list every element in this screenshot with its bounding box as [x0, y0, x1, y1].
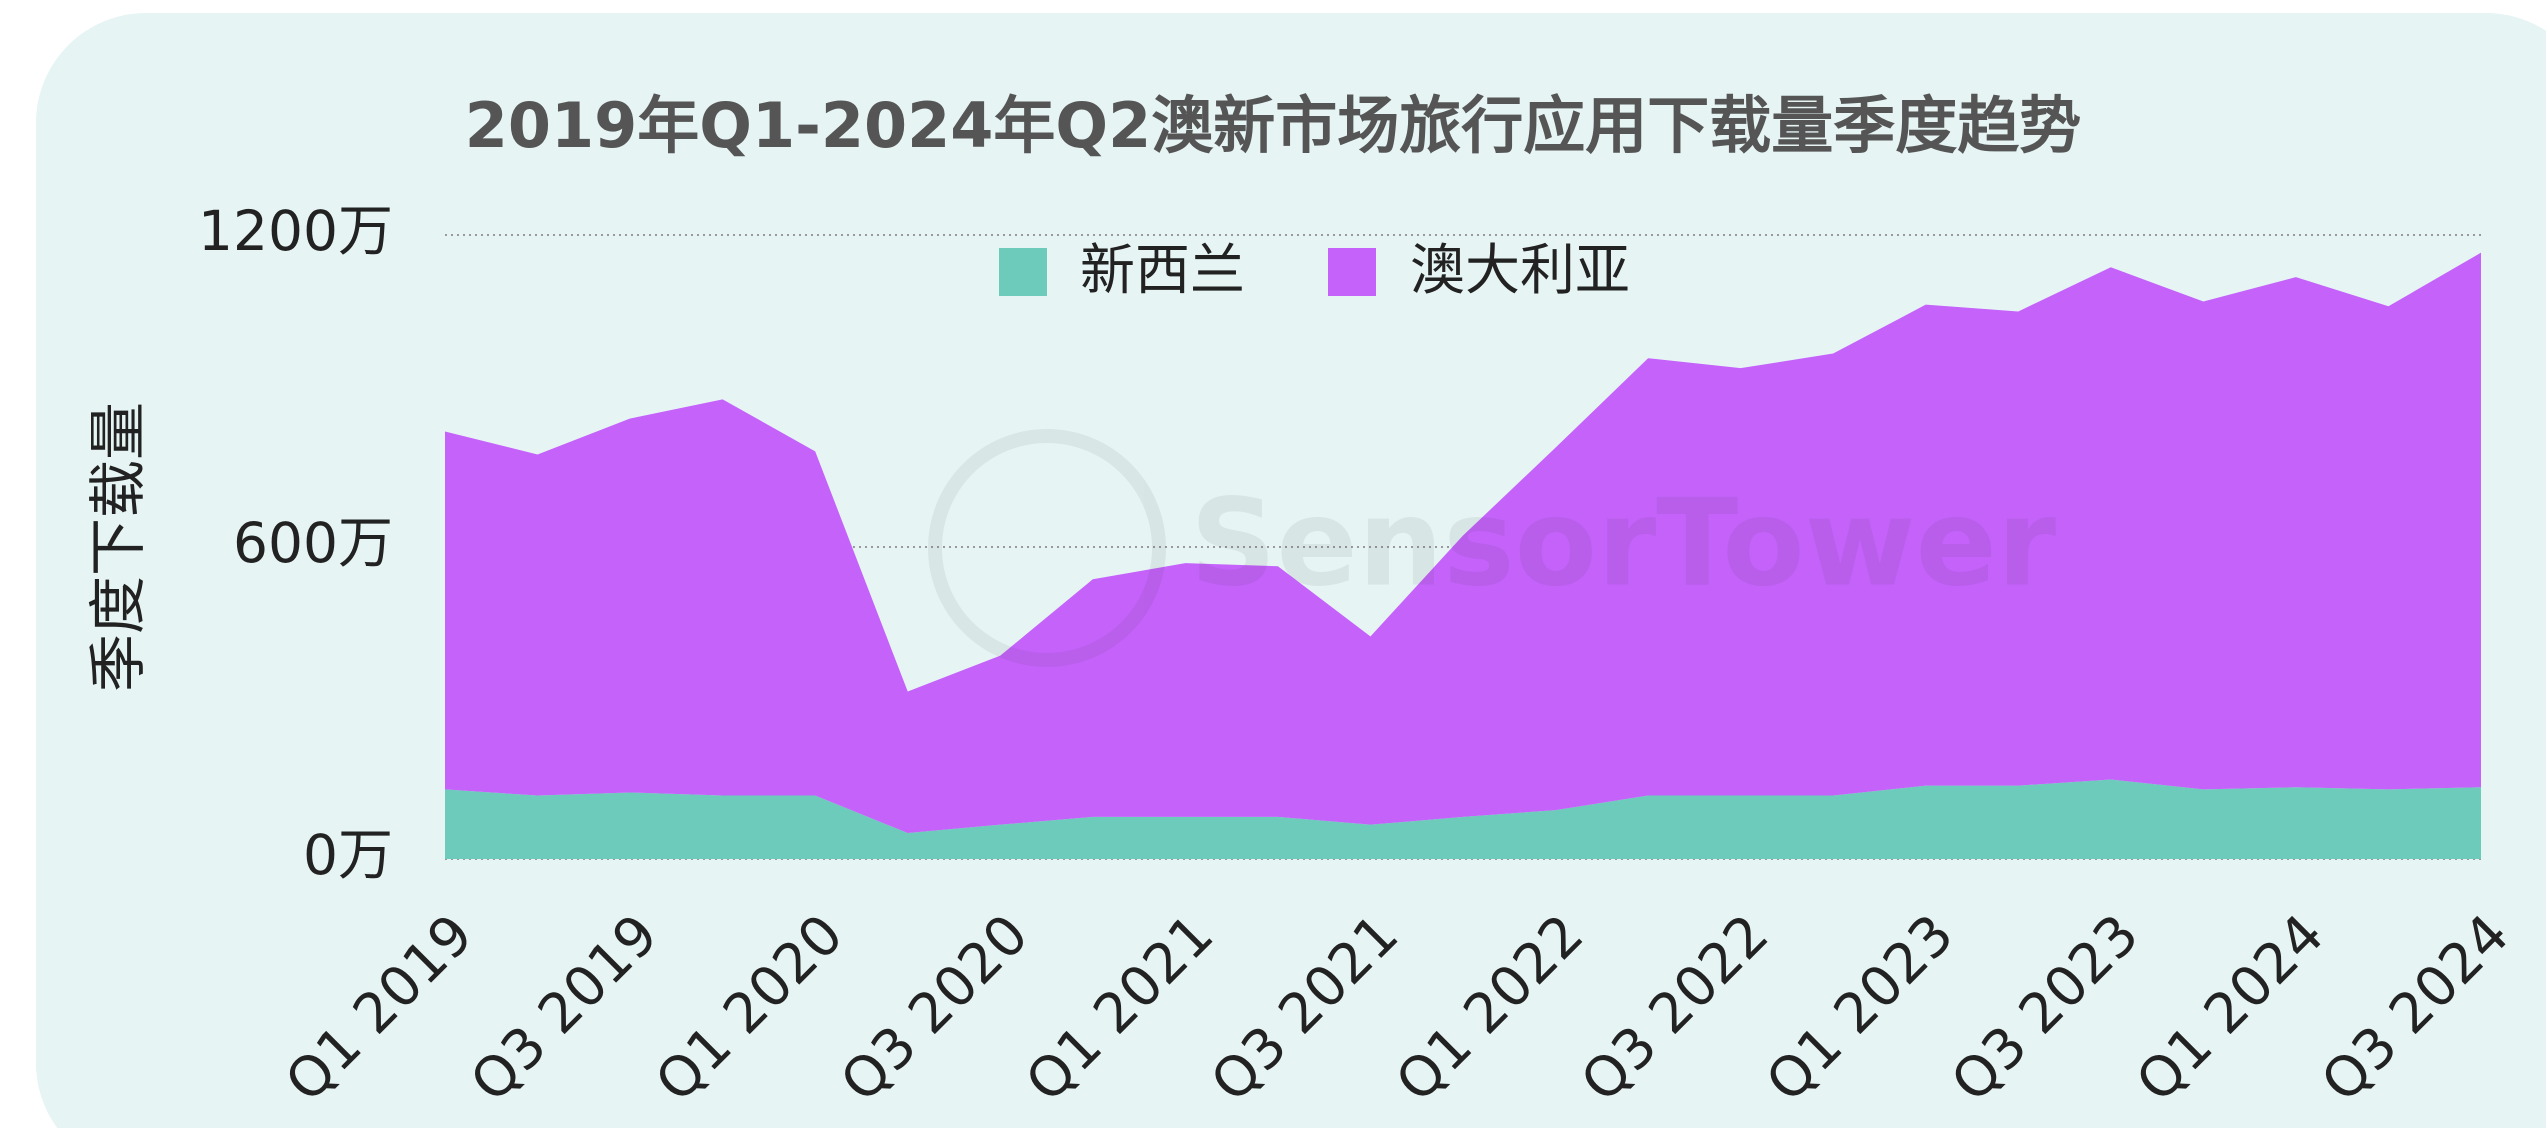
area [445, 252, 2481, 833]
legend-swatch [1328, 248, 1376, 296]
y-axis-label: 季度下载量 [84, 402, 152, 692]
legend-label: 新西兰 [1080, 238, 1245, 302]
watermark-icon [928, 429, 1166, 667]
chart-title: 2019年Q1-2024年Q2澳新市场旅行应用下载量季度趋势 [465, 89, 2082, 162]
y-tick-label: 1200万 [198, 199, 393, 263]
legend-swatch [999, 248, 1047, 296]
legend-label: 澳大利亚 [1410, 238, 1630, 302]
y-tick-label: 600万 [233, 511, 393, 575]
area [445, 779, 2481, 859]
y-tick-label: 0万 [303, 823, 393, 887]
watermark: SensorTower [928, 429, 2056, 667]
watermark-text: SensorTower [1190, 475, 2056, 614]
